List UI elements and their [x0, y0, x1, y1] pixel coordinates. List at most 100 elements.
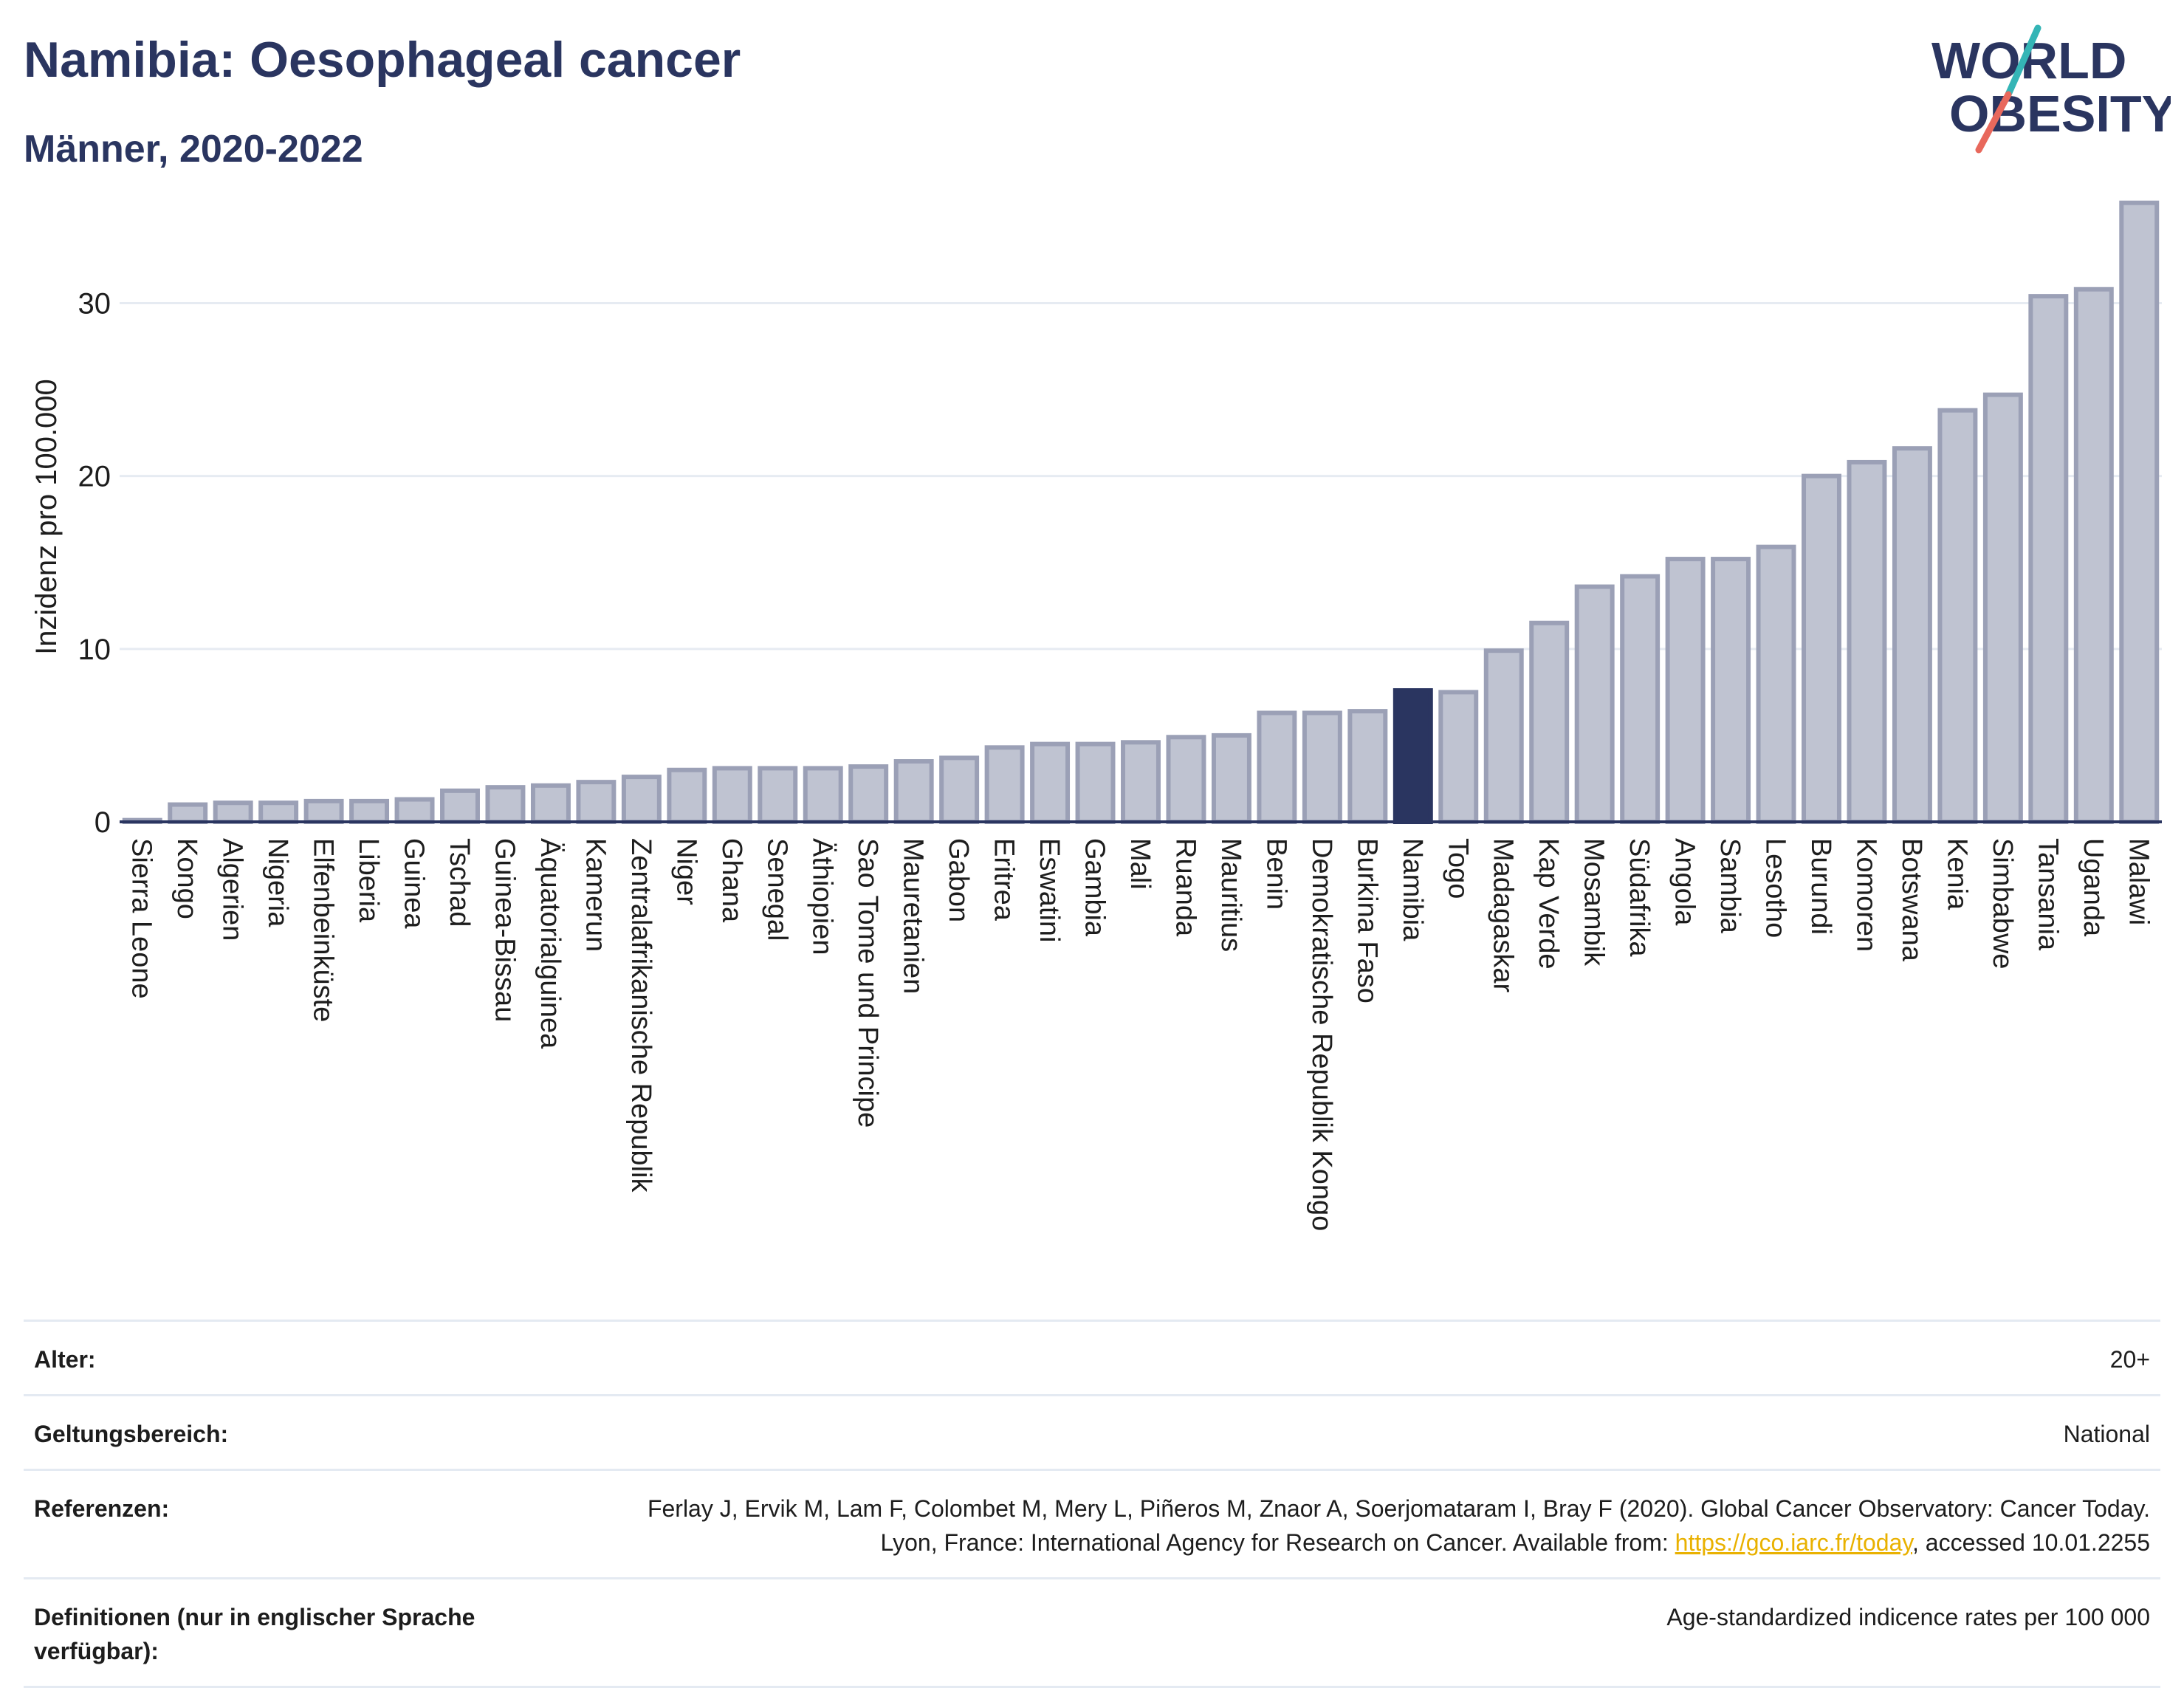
bar-mosambik[interactable]: [1574, 584, 1615, 824]
x-tick-label: Nigeria: [262, 838, 293, 927]
references-label: Referenzen:: [34, 1495, 170, 1522]
x-tick-label: Burkina Faso: [1351, 838, 1382, 1003]
bar-äquatorialguinea[interactable]: [530, 783, 571, 824]
bar-eswatini[interactable]: [1030, 741, 1071, 824]
bar-gambia[interactable]: [1075, 741, 1116, 824]
y-tick-label: 30: [78, 288, 111, 320]
x-tick-label: Zentralafrikanische Republik: [625, 838, 656, 1193]
x-tick-label: Sao Tome und Principe: [852, 838, 883, 1128]
x-tick-label: Burundi: [1805, 838, 1836, 935]
x-tick-label: Mauretanien: [898, 838, 929, 994]
bar-liberia[interactable]: [349, 798, 390, 825]
definitions-label: Definitionen (nur in englischer Sprache …: [34, 1604, 475, 1664]
bar-burundi[interactable]: [1802, 473, 1841, 825]
x-tick-label: Kenia: [1941, 838, 1972, 910]
x-tick-label: Kongo: [171, 838, 202, 919]
scope-label: Geltungsbereich:: [34, 1421, 229, 1447]
x-tick-label: Eritrea: [989, 838, 1020, 922]
x-tick-label: Kap Verde: [1533, 838, 1564, 969]
bar-mauritius[interactable]: [1211, 733, 1251, 825]
bar-senegal[interactable]: [758, 766, 798, 824]
x-tick-label: Tschad: [444, 838, 475, 927]
bar-nigeria[interactable]: [258, 800, 299, 825]
axes: 0 10 20 30 Sierra Leone Kongo Algerien Nigeria E…: [78, 288, 2162, 1231]
bar-zentralafrikanische-republik[interactable]: [621, 775, 662, 825]
chart-subtitle: Männer, 2020-2022: [24, 128, 363, 171]
bar-komoren[interactable]: [1847, 459, 1887, 825]
chart-title: Namibia: Oesophageal cancer: [24, 32, 741, 88]
y-axis-label: Inzidenz pro 100.000: [30, 379, 63, 655]
x-tick-label: Mauritius: [1215, 838, 1246, 952]
bar-tansania[interactable]: [2028, 294, 2069, 824]
bar-guinea-bissau[interactable]: [485, 785, 526, 824]
bar-gabon[interactable]: [939, 755, 980, 824]
x-tick-label: Liberia: [353, 838, 384, 923]
x-tick-label: Eswatini: [1034, 838, 1065, 943]
x-tick-label: Demokratische Republik Kongo: [1306, 838, 1337, 1231]
bar-kap-verde[interactable]: [1529, 620, 1570, 824]
bar-uganda[interactable]: [2073, 287, 2114, 824]
bars: [122, 200, 2160, 825]
bar-namibia[interactable]: [1393, 688, 1433, 824]
bar-simbabwe[interactable]: [1982, 392, 2023, 824]
meta-row-references: Referenzen: Ferlay J, Ervik M, Lam F, Co…: [24, 1469, 2160, 1577]
bar-kenia[interactable]: [1937, 408, 1978, 824]
bar-äthiopien[interactable]: [803, 766, 843, 824]
scope-value: National: [2063, 1421, 2150, 1447]
x-tick-label: Sambia: [1714, 838, 1745, 934]
x-tick-label: Simbabwe: [1987, 838, 2018, 969]
x-tick-label: Mali: [1124, 838, 1155, 890]
bar-malawi[interactable]: [2119, 200, 2160, 824]
bar-ruanda[interactable]: [1166, 735, 1206, 825]
bar-ghana[interactable]: [712, 766, 752, 824]
bar-burkina-faso[interactable]: [1347, 709, 1388, 825]
bar-demokratische-republik-kongo[interactable]: [1302, 710, 1342, 824]
logo-slash-teal: [2005, 24, 2042, 98]
bar-mauretanien[interactable]: [893, 759, 934, 824]
bar-kongo[interactable]: [168, 802, 208, 825]
x-tick-label: Uganda: [2078, 838, 2109, 937]
bar-elfenbeinküste[interactable]: [303, 798, 344, 825]
y-tick-label: 0: [95, 806, 111, 839]
bar-südafrika[interactable]: [1620, 574, 1661, 824]
bar-kamerun[interactable]: [576, 780, 617, 825]
bar-botswana[interactable]: [1892, 446, 1932, 824]
bar-sao-tome-und-principe[interactable]: [848, 764, 889, 824]
x-tick-label: Ghana: [716, 838, 747, 923]
bar-lesotho[interactable]: [1756, 544, 1796, 824]
bar-sambia[interactable]: [1711, 557, 1751, 824]
bar-chart: 0 10 20 30 Sierra Leone Kongo Algerien Nigeria E…: [30, 200, 2162, 1231]
x-tick-label: Komoren: [1850, 838, 1881, 952]
x-tick-label: Angola: [1669, 838, 1700, 926]
references-text: Ferlay J, Ervik M, Lam F, Colombet M, Me…: [647, 1495, 2150, 1556]
x-tick-label: Sierra Leone: [126, 838, 157, 999]
bar-mali[interactable]: [1121, 740, 1161, 824]
x-tick-label: Mosambik: [1579, 838, 1610, 967]
meta-row-scope: Geltungsbereich: National: [24, 1394, 2160, 1469]
y-tick-label: 20: [78, 461, 111, 493]
logo-slash-coral: [1975, 91, 2012, 154]
bar-niger[interactable]: [667, 767, 707, 824]
world-obesity-logo: WORLD OBESITY: [1931, 24, 2171, 154]
bar-guinea[interactable]: [394, 797, 435, 825]
references-link[interactable]: https://gco.iarc.fr/today: [1675, 1529, 1912, 1556]
x-tick-label: Südafrika: [1624, 838, 1655, 957]
bar-eritrea[interactable]: [984, 745, 1025, 825]
x-tick-label: Tansania: [2032, 838, 2063, 951]
bar-tschad[interactable]: [440, 788, 480, 824]
bar-angola[interactable]: [1665, 557, 1706, 824]
bar-benin[interactable]: [1257, 710, 1297, 824]
meta-row-definitions: Definitionen (nur in englischer Sprache …: [24, 1577, 2160, 1688]
bar-madagaskar[interactable]: [1483, 648, 1524, 824]
age-value: 20+: [2109, 1346, 2150, 1373]
meta-row-age: Alter: 20+: [24, 1320, 2160, 1394]
bar-algerien[interactable]: [213, 800, 253, 825]
references-accessed: , accessed 10.01.2255: [1912, 1529, 2150, 1556]
metadata-table: Alter: 20+ Geltungsbereich: National Ref…: [24, 1320, 2160, 1688]
x-tick-label: Ruanda: [1170, 838, 1201, 937]
x-tick-label: Guinea-Bissau: [489, 838, 520, 1022]
x-tick-label: Lesotho: [1760, 838, 1791, 938]
x-tick-label: Niger: [670, 838, 701, 905]
bar-togo[interactable]: [1438, 690, 1479, 824]
x-tick-label: Benin: [1260, 838, 1291, 910]
